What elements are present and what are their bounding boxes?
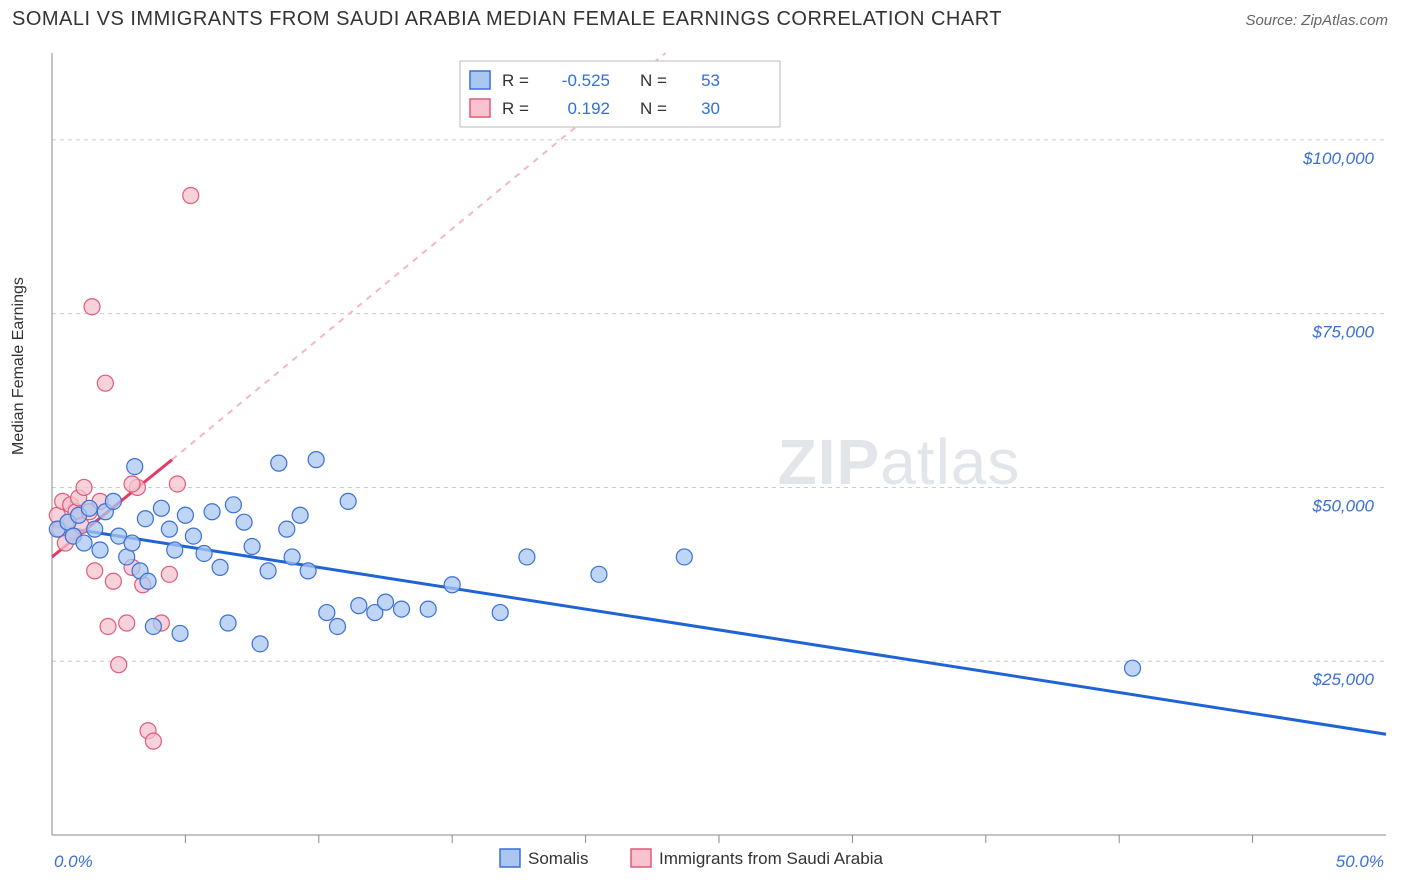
scatter-point [260, 563, 276, 579]
scatter-point [394, 601, 410, 617]
scatter-point [204, 504, 220, 520]
scatter-point [100, 618, 116, 634]
scatter-point [76, 535, 92, 551]
scatter-point [119, 615, 135, 631]
scatter-point [196, 545, 212, 561]
watermark: ZIPatlas [778, 426, 1021, 498]
scatter-point [492, 605, 508, 621]
scatter-point [308, 452, 324, 468]
svg-text:53: 53 [701, 71, 720, 90]
svg-text:0.192: 0.192 [567, 99, 610, 118]
scatter-point [169, 476, 185, 492]
trend-line [52, 526, 1386, 735]
scatter-point [351, 598, 367, 614]
scatter-point [172, 625, 188, 641]
scatter-point [284, 549, 300, 565]
scatter-point [236, 514, 252, 530]
scatter-point [279, 521, 295, 537]
scatter-point [161, 521, 177, 537]
scatter-point [76, 479, 92, 495]
scatter-point [212, 559, 228, 575]
scatter-point [244, 539, 260, 555]
scatter-point [81, 500, 97, 516]
scatter-point [676, 549, 692, 565]
scatter-point [519, 549, 535, 565]
legend-swatch [470, 71, 490, 89]
legend-label: Somalis [528, 849, 588, 868]
svg-text:R =: R = [502, 71, 529, 90]
legend-swatch [470, 99, 490, 117]
scatter-point [177, 507, 193, 523]
scatter-point [378, 594, 394, 610]
scatter-point [111, 657, 127, 673]
scatter-point [183, 187, 199, 203]
scatter-point [252, 636, 268, 652]
scatter-point [140, 573, 156, 589]
legend-swatch [631, 849, 651, 867]
scatter-point [105, 493, 121, 509]
scatter-point [84, 299, 100, 315]
scatter-point [271, 455, 287, 471]
scatter-point [1125, 660, 1141, 676]
scatter-point [153, 500, 169, 516]
svg-text:$25,000: $25,000 [1312, 670, 1375, 689]
scatter-point [87, 563, 103, 579]
svg-text:N =: N = [640, 99, 667, 118]
svg-text:$100,000: $100,000 [1302, 149, 1374, 168]
svg-text:50.0%: 50.0% [1336, 852, 1384, 871]
svg-text:0.0%: 0.0% [54, 852, 93, 871]
scatter-point [167, 542, 183, 558]
chart-title: SOMALI VS IMMIGRANTS FROM SAUDI ARABIA M… [12, 8, 1002, 31]
scatter-point [124, 476, 140, 492]
scatter-point [97, 375, 113, 391]
scatter-point [591, 566, 607, 582]
scatter-point [292, 507, 308, 523]
scatter-point [300, 563, 316, 579]
svg-text:N =: N = [640, 71, 667, 90]
scatter-point [124, 535, 140, 551]
scatter-point [340, 493, 356, 509]
scatter-point [105, 573, 121, 589]
scatter-point [185, 528, 201, 544]
svg-text:-0.525: -0.525 [562, 71, 610, 90]
svg-text:$50,000: $50,000 [1312, 496, 1375, 515]
scatter-point [127, 459, 143, 475]
scatter-point [161, 566, 177, 582]
scatter-point [137, 511, 153, 527]
svg-text:R =: R = [502, 99, 529, 118]
svg-text:30: 30 [701, 99, 720, 118]
scatter-point [225, 497, 241, 513]
scatter-point [329, 618, 345, 634]
svg-text:$75,000: $75,000 [1312, 323, 1375, 342]
correlation-chart: $25,000 $50,000 $75,000 $100,000 ZIPatlas 0.0… [0, 35, 1406, 885]
legend-swatch [500, 849, 520, 867]
scatter-point [145, 618, 161, 634]
source-label: Source: ZipAtlas.com [1245, 12, 1388, 29]
scatter-point [420, 601, 436, 617]
legend-label: Immigrants from Saudi Arabia [659, 849, 883, 868]
scatter-point [87, 521, 103, 537]
scatter-point [92, 542, 108, 558]
y-axis-label: Median Female Earnings [10, 277, 28, 455]
scatter-point [145, 733, 161, 749]
scatter-point [444, 577, 460, 593]
scatter-point [220, 615, 236, 631]
scatter-point [319, 605, 335, 621]
